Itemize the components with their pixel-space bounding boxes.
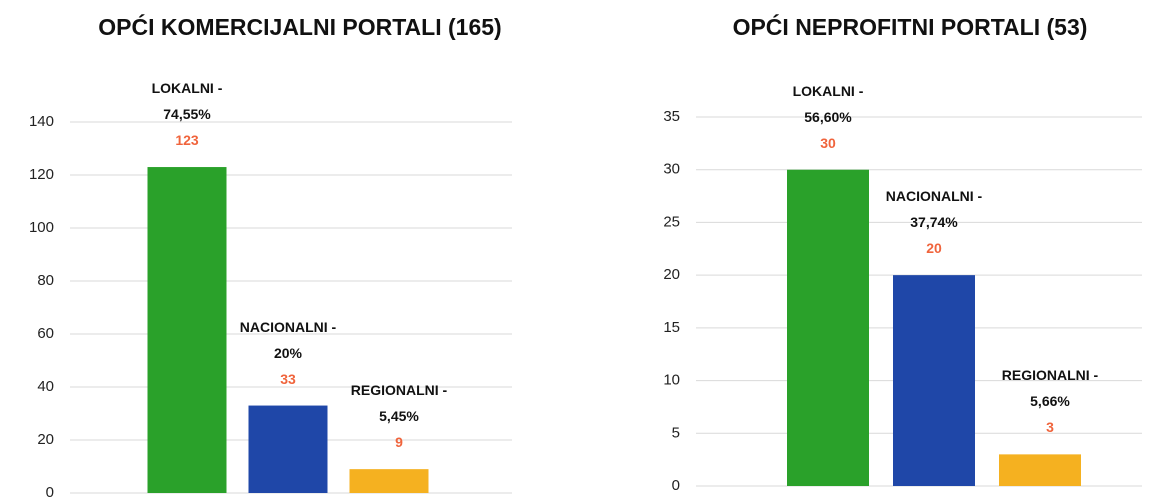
y-tick-label: 140 [29,113,54,130]
category-label: NACIONALNI - 37,74% [885,188,983,231]
y-tick-label: 40 [37,378,54,395]
y-tick-label: 60 [37,325,54,342]
y-tick-label: 120 [29,166,54,183]
y-tick-label: 15 [663,319,680,336]
data-label: 123 [175,132,199,149]
bar [999,454,1081,486]
y-tick-label: 0 [672,477,680,494]
category-label: REGIONALNI - 5,66% [1001,367,1099,410]
bar [893,275,975,486]
bar [248,405,328,493]
y-tick-label: 25 [663,213,680,230]
category-label: LOKALNI - 74,55% [151,80,223,123]
chart-title: OPĆI KOMERCIJALNI PORTALI (165) [98,14,502,40]
data-label: 20 [926,240,942,257]
bar [787,169,869,486]
category-label: LOKALNI - 56,60% [792,82,864,125]
data-label: 33 [280,370,296,387]
bar-annotation: NACIONALNI - 37,74% 20 [884,183,984,261]
y-tick-label: 0 [46,484,54,499]
y-tick-label: 35 [663,108,680,125]
data-label: 9 [395,434,403,451]
bar-annotation: LOKALNI - 56,60% 30 [778,78,878,156]
bar-annotation: LOKALNI - 74,55% 123 [137,75,237,153]
y-tick-label: 10 [663,372,680,389]
y-tick-label: 20 [37,431,54,448]
bar-annotation: NACIONALNI - 20% 33 [238,314,338,392]
data-label: 30 [820,134,836,151]
y-tick-label: 80 [37,272,54,289]
bar-annotation: REGIONALNI - 5,45% 9 [349,377,449,455]
bar-annotation: REGIONALNI - 5,66% 3 [1000,362,1100,440]
bar [147,167,227,494]
chart-title: OPĆI NEPROFITNI PORTALI (53) [732,14,1088,40]
y-tick-label: 30 [663,161,680,178]
y-tick-label: 20 [663,266,680,283]
bar [349,469,429,493]
data-label: 3 [1046,419,1054,436]
y-tick-label: 5 [672,424,680,441]
category-label: REGIONALNI - 5,45% [350,382,448,425]
y-tick-label: 100 [29,219,54,236]
category-label: NACIONALNI - 20% [239,318,337,361]
